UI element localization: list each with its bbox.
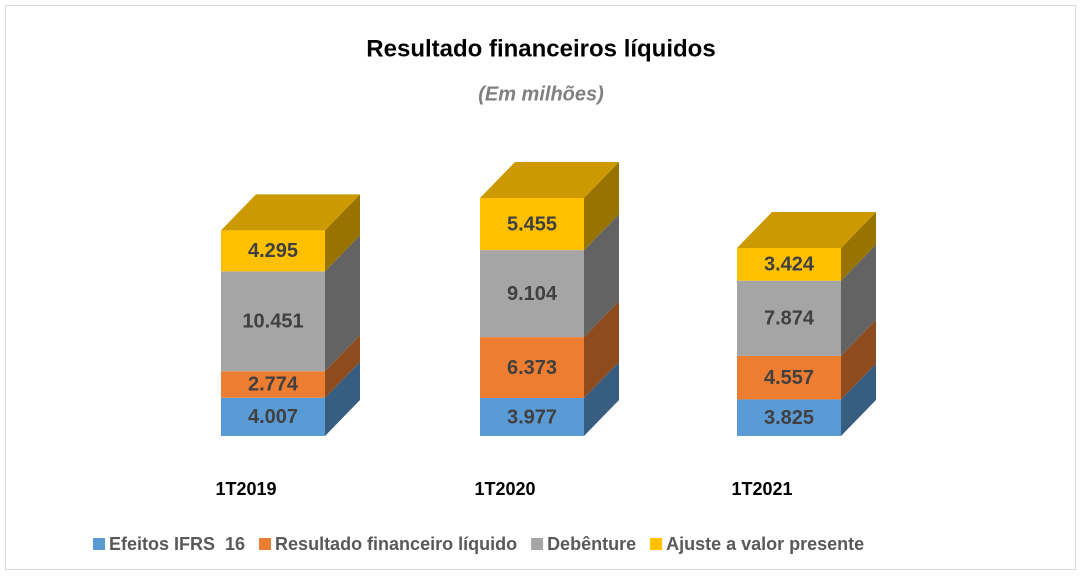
x-tick-label: 1T2019 <box>215 479 276 499</box>
bar-segment <box>221 230 325 272</box>
data-label: 3.977 <box>507 406 557 428</box>
data-label: 4.557 <box>764 367 814 389</box>
bar-segment <box>221 271 325 372</box>
data-label: 3.424 <box>764 254 815 276</box>
bar-side <box>584 162 619 251</box>
bar-segment <box>221 371 325 398</box>
data-label: 5.455 <box>507 213 557 235</box>
legend-swatch <box>259 538 272 550</box>
legend-label: Ajuste a valor presente <box>666 534 864 554</box>
bar-segment <box>737 280 841 356</box>
bar-side <box>584 214 619 338</box>
bar-side <box>841 363 876 436</box>
bar-segment <box>480 337 584 399</box>
bar-side <box>841 211 876 281</box>
bar-side <box>325 335 360 398</box>
bar-side <box>584 362 619 436</box>
x-tick-label: 1T2021 <box>731 479 792 499</box>
data-label: 6.373 <box>507 357 557 379</box>
bar-segment <box>737 355 841 400</box>
bar-side <box>325 194 360 272</box>
bar-segment <box>480 198 584 251</box>
legend-swatch <box>650 538 663 550</box>
bar-segment <box>480 250 584 338</box>
bar-side <box>584 301 619 399</box>
legend-label: Efeitos IFRS 16 <box>109 534 245 554</box>
legend-label: Resultado financeiro líquido <box>275 534 517 554</box>
data-label: 10.451 <box>242 311 303 333</box>
bar-segment <box>737 399 841 436</box>
legend-label: Debênture <box>547 534 636 554</box>
chart-subtitle: (Em milhões) <box>478 83 604 105</box>
bar-segment <box>737 247 841 281</box>
bar-side <box>325 235 360 372</box>
bar-side <box>841 319 876 400</box>
bar-top <box>480 162 619 198</box>
x-tick-label: 1T2020 <box>474 479 535 499</box>
data-label: 3.825 <box>764 407 814 429</box>
bar-top <box>737 211 876 248</box>
data-label: 9.104 <box>507 283 558 305</box>
data-label: 7.874 <box>764 308 815 330</box>
bar-segment <box>221 397 325 436</box>
bar-side <box>841 244 876 356</box>
data-label: 4.295 <box>248 240 298 262</box>
bar-side <box>325 361 360 436</box>
data-label: 2.774 <box>248 374 299 396</box>
data-label: 4.007 <box>248 406 298 428</box>
bar-top <box>221 194 360 231</box>
chart-title: Resultado financeiros líquidos <box>366 35 715 62</box>
bar-segment <box>480 398 584 436</box>
legend-swatch <box>93 538 105 550</box>
legend-swatch <box>531 538 544 550</box>
